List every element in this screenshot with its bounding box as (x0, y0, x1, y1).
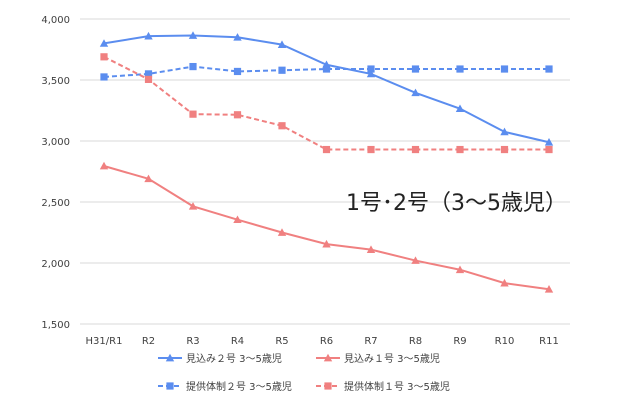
data-point (144, 174, 153, 183)
data-point (500, 278, 509, 287)
legend-item: 提供体制２号 3～5歳児 (158, 380, 292, 393)
legend-label: 提供体制２号 3～5歳児 (186, 380, 292, 393)
data-point (366, 245, 376, 253)
data-point (277, 228, 287, 236)
data-point (411, 145, 420, 154)
x-tick-label: R5 (275, 336, 288, 347)
data-point (100, 73, 108, 81)
y-tick-label: 3,500 (41, 76, 70, 87)
legend-marker (324, 382, 332, 390)
data-point (411, 256, 420, 264)
series-2 (99, 161, 554, 293)
series-line (103, 55, 549, 151)
data-point (456, 145, 464, 154)
data-point (367, 145, 375, 154)
data-point (233, 67, 242, 76)
y-tick-label: 2,500 (41, 198, 70, 209)
y-tick-label: 3,000 (41, 137, 70, 148)
x-tick-label: R11 (539, 336, 559, 347)
x-axis-ticks: H31/R1 R2 R3 R4 R5 R6 R7 R8 R9 R10 R11 (86, 336, 559, 347)
data-point (233, 215, 242, 224)
data-point (456, 65, 464, 73)
data-point (455, 104, 465, 113)
data-point (189, 110, 197, 118)
series-line (103, 165, 550, 291)
data-point (99, 161, 109, 170)
data-point (367, 65, 375, 73)
data-point (545, 65, 553, 73)
legend-marker (166, 382, 174, 390)
data-point (277, 40, 287, 48)
data-point (233, 33, 242, 41)
legend-item: 見込み１号 3～5歳児 (316, 353, 440, 365)
legend-marker (323, 353, 333, 362)
data-point (99, 39, 109, 47)
legend-label: 提供体制１号 3～5歳児 (344, 380, 450, 393)
data-point (278, 66, 286, 74)
data-point (544, 138, 554, 146)
data-point (100, 53, 108, 61)
data-point (144, 70, 153, 78)
series-lines (99, 31, 554, 293)
series-1 (99, 31, 554, 146)
data-point (500, 145, 509, 154)
legend-label: 見込み１号 3～5歳児 (344, 353, 440, 365)
x-tick-label: R8 (409, 336, 422, 347)
data-point (411, 88, 420, 97)
data-point (188, 202, 198, 210)
x-tick-label: R9 (453, 336, 466, 347)
chart-annotation: 1号･2号（3～5歳児） (346, 191, 567, 216)
x-tick-label: R10 (495, 336, 515, 347)
data-point (144, 31, 153, 40)
x-tick-label: H31/R1 (86, 336, 123, 347)
data-point (189, 62, 197, 71)
legend-item: 提供体制１号 3～5歳児 (316, 380, 450, 393)
legend-item: 見込み２号 3～5歳児 (158, 353, 282, 365)
legend-label: 見込み２号 3～5歳児 (186, 353, 282, 365)
data-point (278, 122, 286, 130)
x-tick-label: R4 (231, 336, 244, 347)
data-point (144, 75, 153, 83)
series-3 (100, 62, 553, 81)
data-point (366, 69, 376, 78)
y-tick-label: 1,500 (41, 320, 70, 331)
y-tick-label: 2,000 (41, 259, 70, 270)
data-point (500, 65, 509, 73)
x-tick-label: R2 (142, 336, 155, 347)
y-axis-ticks: 1,500 2,000 2,500 3,000 3,500 4,000 (41, 15, 70, 331)
data-point (545, 145, 553, 154)
data-point (233, 111, 242, 119)
data-point (322, 65, 331, 73)
x-tick-label: R6 (320, 336, 333, 347)
data-point (500, 127, 509, 136)
data-point (544, 285, 554, 293)
x-tick-label: R3 (186, 336, 199, 347)
data-point (322, 239, 331, 248)
legend-marker (165, 353, 175, 362)
x-tick-label: R7 (364, 336, 377, 347)
data-point (322, 145, 331, 154)
series-line (103, 34, 550, 144)
gridlines (80, 18, 570, 325)
y-tick-label: 4,000 (41, 15, 70, 26)
data-point (455, 265, 465, 274)
data-point (188, 31, 198, 39)
series-line (103, 65, 549, 78)
data-point (411, 65, 420, 73)
series-4 (100, 53, 553, 154)
